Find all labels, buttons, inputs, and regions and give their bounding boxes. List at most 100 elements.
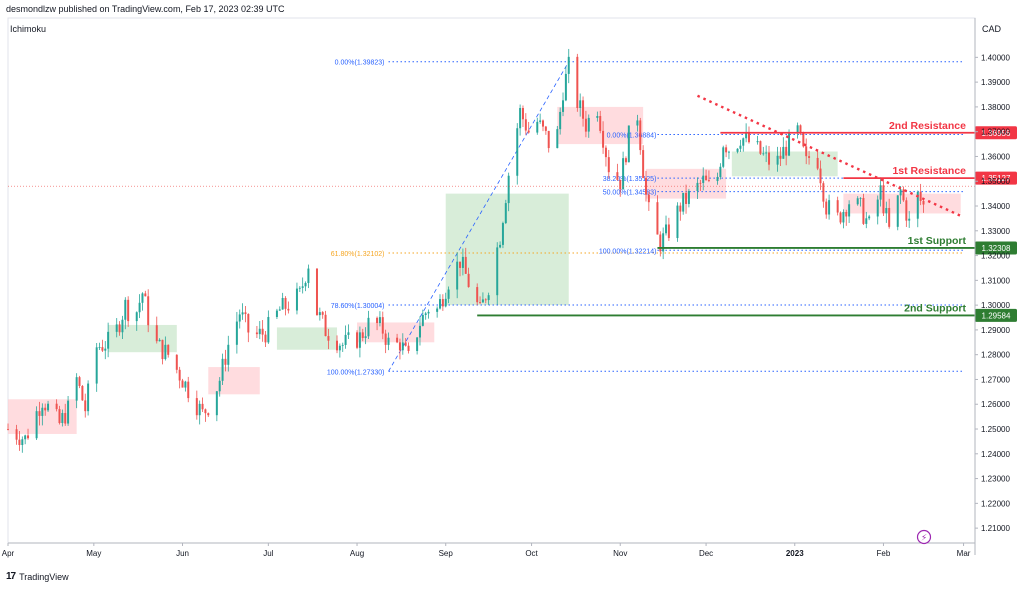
level-name-label: 1st Support (908, 235, 967, 247)
candle-body (727, 151, 730, 153)
x-tick-label: Nov (613, 549, 627, 558)
candle-body (201, 403, 204, 410)
candle-body (318, 312, 321, 316)
candle-body (782, 146, 785, 159)
candle-body (398, 342, 401, 351)
candle-body (636, 120, 639, 126)
candle-body (745, 132, 748, 139)
candle-body (35, 411, 38, 439)
y-tick-label: 1.40000 (981, 53, 1010, 62)
candle-body (524, 119, 527, 131)
y-tick-label: 1.33000 (981, 227, 1010, 236)
candle-body (687, 190, 690, 204)
time-axis: Apr May Jun Jul Aug Sep Oct Nov Dec 2023 Feb Mar (2, 542, 975, 558)
candle-body (267, 316, 270, 343)
candle-body (164, 344, 167, 360)
candle-body (902, 189, 905, 201)
candle-body (616, 172, 619, 180)
candle-body (484, 299, 487, 301)
candle-body (47, 403, 50, 411)
y-tick-label: 1.21000 (981, 524, 1010, 533)
candle-body (496, 247, 499, 296)
y-tick-label: 1.28000 (981, 351, 1010, 360)
candle-body (541, 120, 544, 127)
candle-body (516, 128, 519, 176)
candle-body (255, 332, 258, 335)
candle-body (487, 295, 490, 301)
fib-level-label: 100.00%(1.32214) (599, 248, 657, 255)
candle-body (241, 312, 244, 315)
fib-level-label: 50.00%(1.34583) (603, 190, 657, 197)
candle-body (278, 309, 281, 311)
candle-body (865, 218, 868, 224)
level-price-label: 1.29584 (982, 311, 1011, 320)
candle-body (295, 288, 298, 311)
candle-body (95, 347, 98, 384)
candle-body (261, 328, 264, 335)
candle-body (501, 223, 504, 245)
candle-body (356, 332, 359, 348)
level-price-tag (975, 126, 1017, 140)
candle-body (527, 130, 530, 133)
candle-body (315, 268, 318, 316)
candle-body (816, 157, 819, 169)
candle-body (762, 153, 765, 155)
candle-body (178, 369, 181, 381)
candle-body (198, 403, 201, 416)
candle-body (656, 202, 659, 235)
candle-body (627, 125, 630, 163)
candle-body (421, 314, 424, 326)
candle-body (507, 175, 510, 204)
y-tick-label: 1.31000 (981, 276, 1010, 285)
level-price-tag (975, 308, 1017, 322)
candle-body (639, 120, 642, 151)
candle-body (885, 207, 888, 214)
candle-body (281, 297, 284, 310)
candle-body (247, 314, 250, 333)
candle-body (642, 150, 645, 178)
candle-body (788, 132, 791, 156)
candle-body (115, 324, 118, 332)
candle-body (161, 339, 164, 360)
candle-body (667, 224, 670, 239)
candle-body (235, 321, 238, 345)
candle-body (779, 155, 782, 159)
candle-body (75, 377, 78, 401)
candle-body (396, 337, 399, 343)
support-resistance-levels: 2nd Resistance 1.36956 1st Resistance 1.351… (8, 94, 1017, 322)
candle-body (856, 198, 859, 205)
candle-body (587, 117, 590, 132)
candle-body (759, 141, 762, 154)
candle-body (84, 400, 87, 412)
fib-level-label: 0.00%(1.36884) (607, 133, 657, 140)
y-tick-label: 1.39000 (981, 78, 1010, 87)
candle-body (407, 345, 410, 351)
candle-body (378, 317, 381, 324)
candle-body (381, 317, 384, 334)
indicator-label[interactable]: Ichimoku (10, 24, 47, 34)
candle-body (27, 435, 30, 439)
candle-body (18, 439, 21, 446)
candle-body (24, 435, 27, 440)
candle-body (195, 398, 198, 416)
x-tick-label: 2023 (786, 549, 804, 558)
candle-body (739, 145, 742, 149)
candle-body (439, 299, 442, 309)
fib-level-label: 78.60%(1.30004) (331, 303, 385, 310)
candle-body (842, 212, 845, 223)
candle-body (736, 148, 739, 152)
level-price-tag (975, 171, 1017, 185)
event-icon[interactable]: ⚡ (916, 529, 932, 545)
footer-brand[interactable]: 17 TradingView (6, 571, 69, 582)
candle-body (919, 191, 922, 201)
candle-body (138, 302, 141, 313)
candle-body (367, 317, 370, 337)
y-tick-label: 1.26000 (981, 400, 1010, 409)
candle-body (876, 199, 879, 217)
candle-body (479, 302, 482, 304)
candle-body (624, 158, 627, 163)
candle-body (127, 299, 130, 322)
candle-body (559, 111, 562, 130)
ichimoku-cloud-segment (445, 193, 569, 306)
